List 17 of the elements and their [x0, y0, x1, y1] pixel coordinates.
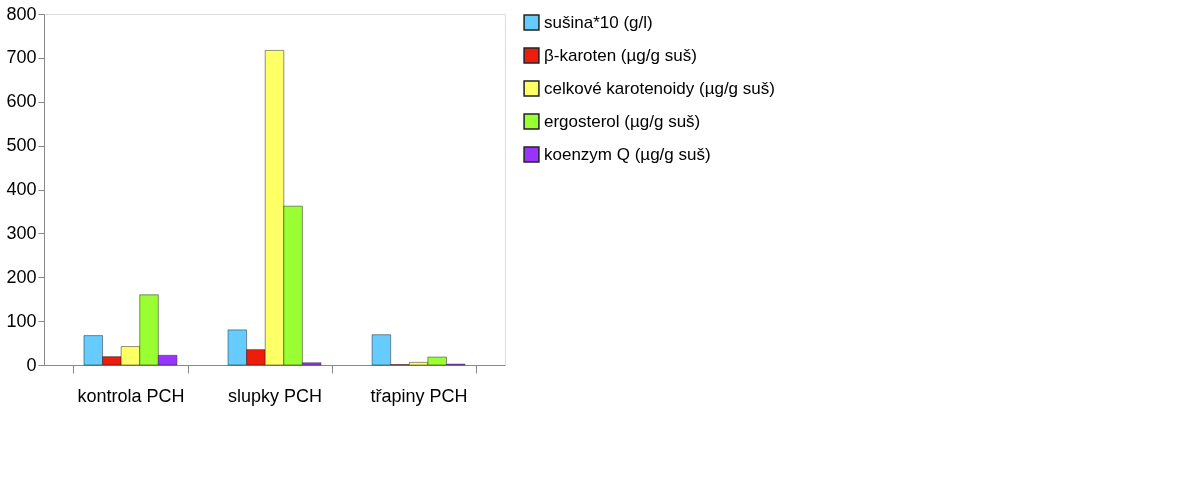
y-tick-label: 200 — [6, 266, 37, 287]
y-tick-label: 0 — [26, 354, 37, 375]
y-tick-label: 400 — [6, 179, 37, 199]
x-tick-label: kontrola PCH — [77, 385, 185, 406]
legend-label: β-karoten (µg/g suš) — [544, 45, 697, 65]
legend-label: sušina*10 (g/l) — [544, 12, 653, 32]
y-tick-label: 100 — [6, 310, 37, 331]
x-tick-label: třapiny PCH — [370, 385, 468, 406]
y-tick-label: 700 — [6, 47, 37, 68]
legend-label: ergosterol (µg/g suš) — [544, 111, 701, 131]
y-tick-label: 800 — [6, 3, 37, 24]
legend-label: celkové karotenoidy (µg/g suš) — [544, 78, 775, 98]
y-tick-label: 500 — [6, 135, 37, 156]
y-tick-label: 300 — [6, 222, 37, 243]
legend-label: koenzym Q (µg/g suš) — [544, 144, 711, 164]
x-tick-label: slupky PCH — [227, 385, 323, 406]
y-tick-label: 600 — [6, 91, 37, 112]
